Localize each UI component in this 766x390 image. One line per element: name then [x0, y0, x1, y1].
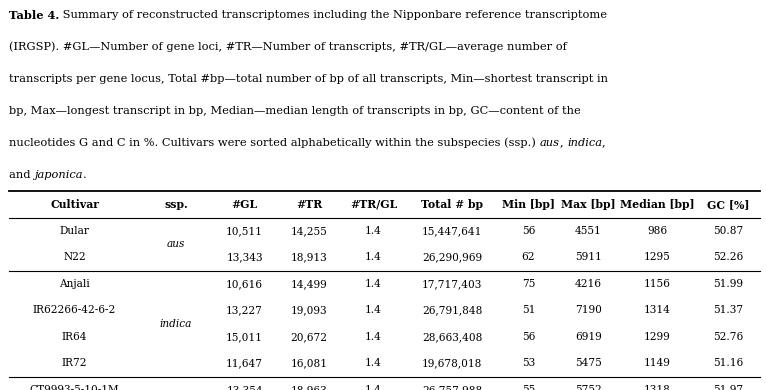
Text: indica: indica	[160, 319, 192, 329]
Text: 52.26: 52.26	[713, 252, 743, 262]
Text: ,: ,	[560, 138, 567, 148]
Text: 56: 56	[522, 332, 535, 342]
Text: Min [bp]: Min [bp]	[502, 199, 555, 210]
Text: 6919: 6919	[575, 332, 602, 342]
Text: 75: 75	[522, 279, 535, 289]
Text: 15,011: 15,011	[226, 332, 263, 342]
Text: 26,791,848: 26,791,848	[422, 305, 483, 316]
Text: ssp.: ssp.	[164, 199, 188, 210]
Text: 10,511: 10,511	[226, 226, 263, 236]
Text: aus: aus	[167, 239, 185, 249]
Text: 1299: 1299	[644, 332, 671, 342]
Text: 1149: 1149	[644, 358, 671, 369]
Text: 5475: 5475	[575, 358, 602, 369]
Text: #TR/GL: #TR/GL	[350, 199, 397, 210]
Text: .: .	[83, 170, 87, 180]
Text: IR72: IR72	[62, 358, 87, 369]
Text: 28,663,408: 28,663,408	[422, 332, 483, 342]
Text: japonica: japonica	[34, 170, 83, 180]
Text: and: and	[9, 170, 34, 180]
Text: 53: 53	[522, 358, 535, 369]
Text: IR62266-42-6-2: IR62266-42-6-2	[33, 305, 116, 316]
Text: 1.4: 1.4	[365, 252, 382, 262]
Text: Cultivar: Cultivar	[50, 199, 99, 210]
Text: 13,227: 13,227	[226, 305, 263, 316]
Text: 13,343: 13,343	[226, 252, 263, 262]
Text: 5752: 5752	[575, 385, 602, 390]
Text: 51: 51	[522, 305, 535, 316]
Text: 50.87: 50.87	[713, 226, 743, 236]
Text: 11,647: 11,647	[226, 358, 263, 369]
Text: Median [bp]: Median [bp]	[620, 199, 695, 210]
Text: IR64: IR64	[62, 332, 87, 342]
Text: CT9993-5-10-1M: CT9993-5-10-1M	[30, 385, 119, 390]
Text: Table 4.: Table 4.	[9, 10, 60, 21]
Text: 4216: 4216	[575, 279, 602, 289]
Text: 1318: 1318	[644, 385, 671, 390]
Text: 55: 55	[522, 385, 535, 390]
Text: 51.99: 51.99	[713, 279, 743, 289]
Text: 1314: 1314	[644, 305, 671, 316]
Text: 18,913: 18,913	[290, 252, 327, 262]
Text: Total # bp: Total # bp	[421, 199, 483, 210]
Text: 19,093: 19,093	[291, 305, 327, 316]
Text: 1.4: 1.4	[365, 332, 382, 342]
Text: Summary of reconstructed transcriptomes including the Nipponbare reference trans: Summary of reconstructed transcriptomes …	[60, 10, 607, 20]
Text: 5911: 5911	[575, 252, 602, 262]
Text: #TR: #TR	[296, 199, 322, 210]
Text: 15,447,641: 15,447,641	[422, 226, 483, 236]
Text: 986: 986	[647, 226, 667, 236]
Text: 1.4: 1.4	[365, 385, 382, 390]
Text: 7190: 7190	[575, 305, 602, 316]
Text: GC [%]: GC [%]	[707, 199, 749, 210]
Text: indica: indica	[567, 138, 602, 148]
Text: 1295: 1295	[644, 252, 671, 262]
Text: 26,290,969: 26,290,969	[422, 252, 482, 262]
Text: 56: 56	[522, 226, 535, 236]
Text: bp, Max—longest transcript in bp, Median—median length of transcripts in bp, GC—: bp, Max—longest transcript in bp, Median…	[9, 106, 581, 116]
Text: transcripts per gene locus, Total #bp—total number of bp of all transcripts, Min: transcripts per gene locus, Total #bp—to…	[9, 74, 608, 84]
Text: 10,616: 10,616	[226, 279, 263, 289]
Text: 14,255: 14,255	[290, 226, 327, 236]
Text: 1.4: 1.4	[365, 279, 382, 289]
Text: 51.16: 51.16	[713, 358, 743, 369]
Text: 13,354: 13,354	[226, 385, 263, 390]
Text: 62: 62	[522, 252, 535, 262]
Text: 16,081: 16,081	[290, 358, 328, 369]
Text: 51.37: 51.37	[713, 305, 743, 316]
Text: N22: N22	[64, 252, 86, 262]
Text: 51.97: 51.97	[713, 385, 743, 390]
Text: (IRGSP). #GL—Number of gene loci, #TR—Number of transcripts, #TR/GL—average numb: (IRGSP). #GL—Number of gene loci, #TR—Nu…	[9, 42, 567, 52]
Text: 18,963: 18,963	[290, 385, 327, 390]
Text: 1.4: 1.4	[365, 358, 382, 369]
Text: aus: aus	[540, 138, 560, 148]
Text: 1.4: 1.4	[365, 305, 382, 316]
Text: ,: ,	[602, 138, 606, 148]
Text: 4551: 4551	[575, 226, 602, 236]
Text: nucleotides G and C in %. Cultivars were sorted alphabetically within the subspe: nucleotides G and C in %. Cultivars were…	[9, 138, 540, 148]
Text: 1156: 1156	[644, 279, 671, 289]
Text: 20,672: 20,672	[290, 332, 328, 342]
Text: Dular: Dular	[60, 226, 90, 236]
Text: 1.4: 1.4	[365, 226, 382, 236]
Text: 52.76: 52.76	[713, 332, 743, 342]
Text: #GL: #GL	[231, 199, 257, 210]
Text: Anjali: Anjali	[59, 279, 90, 289]
Text: 14,499: 14,499	[290, 279, 327, 289]
Text: 26,757,988: 26,757,988	[422, 385, 483, 390]
Text: Max [bp]: Max [bp]	[561, 199, 616, 210]
Text: 19,678,018: 19,678,018	[422, 358, 483, 369]
Text: 17,717,403: 17,717,403	[422, 279, 483, 289]
